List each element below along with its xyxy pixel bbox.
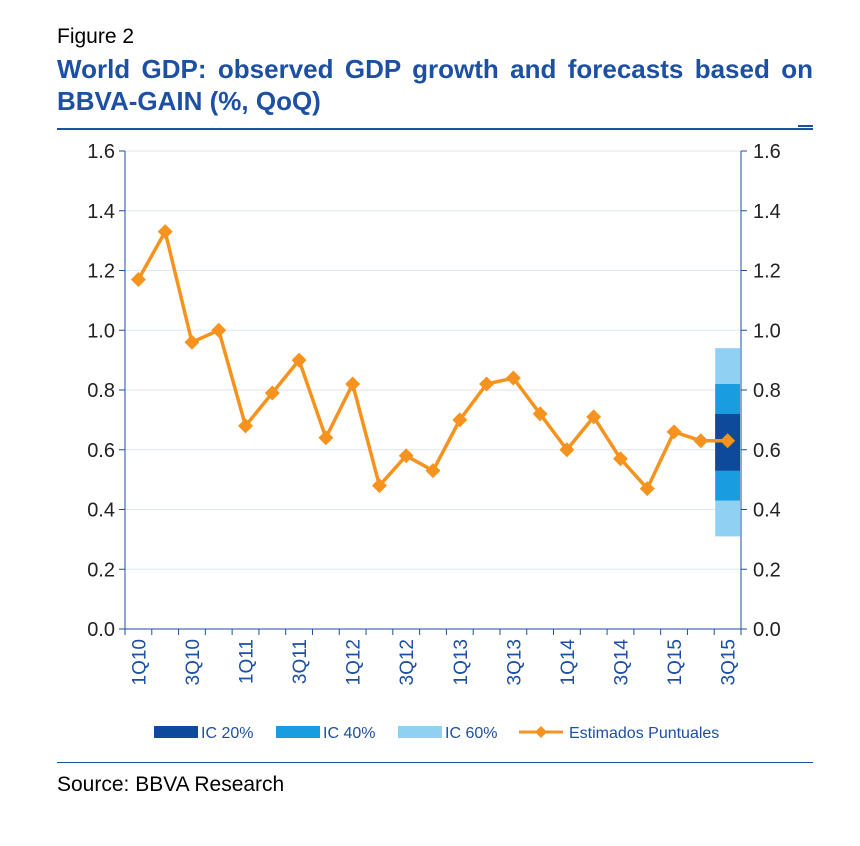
x-tick-label: 3Q14 <box>611 639 632 686</box>
data-point <box>452 412 468 428</box>
y-tick-label-left: 1.2 <box>87 261 115 283</box>
series-estimados <box>130 224 736 497</box>
data-point <box>586 409 602 425</box>
legend-item: IC 20% <box>154 725 253 742</box>
x-tick-label: 3Q10 <box>183 639 204 685</box>
legend-label: IC 20% <box>201 725 253 742</box>
data-point <box>318 430 334 446</box>
y-tick-label-left: 1.4 <box>87 201 115 223</box>
legend-swatch <box>276 726 320 738</box>
data-point <box>211 322 227 338</box>
x-tick-label: 1Q14 <box>558 639 579 686</box>
y-tick-label-right: 0.0 <box>753 619 781 641</box>
y-tick-label-right: 0.6 <box>753 440 781 462</box>
y-tick-label-left: 0.0 <box>87 619 115 641</box>
legend-label: IC 40% <box>323 725 375 742</box>
y-tick-label-left: 0.6 <box>87 440 115 462</box>
data-point <box>130 271 146 287</box>
legend-label: IC 60% <box>445 725 497 742</box>
legend-item: IC 40% <box>276 725 375 742</box>
legend: IC 20% IC 40% IC 60% Estimados Puntuales <box>154 725 719 742</box>
data-point <box>398 448 414 464</box>
x-tick-label: 1Q12 <box>344 639 365 685</box>
data-point <box>639 481 655 497</box>
data-point <box>693 433 709 449</box>
source-rule <box>57 762 813 763</box>
y-tick-label-right: 0.8 <box>753 380 781 402</box>
data-point <box>157 224 173 240</box>
y-tick-label-left: 1.6 <box>87 141 115 163</box>
data-point <box>505 370 521 386</box>
data-point <box>720 433 736 449</box>
y-tick-label-right: 1.2 <box>753 261 781 283</box>
title-rule <box>57 125 813 130</box>
x-tick-label: 1Q10 <box>129 639 150 685</box>
legend-swatch-marker <box>535 726 547 738</box>
y-tick-label-right: 0.4 <box>753 500 781 522</box>
data-point <box>425 463 441 479</box>
y-tick-label-left: 0.2 <box>87 559 115 581</box>
x-tick-label: 3Q11 <box>290 639 311 684</box>
axis-labels: 0.0 0.0 0.2 0.2 0.4 0.4 0.6 0.6 0.8 0.8 1.0 1.0 1.2 1… <box>87 141 781 685</box>
y-tick-label-left: 0.8 <box>87 380 115 402</box>
data-point <box>479 376 495 392</box>
source-note: Source: BBVA Research <box>57 773 285 796</box>
legend-swatch <box>154 726 198 738</box>
grid-lines <box>125 150 741 570</box>
data-point <box>666 424 682 440</box>
data-point <box>345 376 361 392</box>
y-tick-label-right: 1.6 <box>753 141 781 163</box>
data-point <box>371 478 387 494</box>
y-tick-label-left: 0.4 <box>87 500 115 522</box>
y-tick-label-right: 1.4 <box>753 201 781 223</box>
legend-item: Estimados Puntuales <box>519 725 719 742</box>
data-point <box>238 418 254 434</box>
x-tick-label: 1Q11 <box>237 639 258 684</box>
y-tick-label-right: 0.2 <box>753 559 781 581</box>
y-tick-label-left: 1.0 <box>87 320 115 342</box>
axes <box>119 150 747 635</box>
figure-label: Figure 2 <box>57 25 135 48</box>
x-tick-label: 3Q13 <box>504 639 525 685</box>
legend-label: Estimados Puntuales <box>569 725 719 742</box>
data-point <box>532 406 548 422</box>
data-point <box>612 451 628 467</box>
legend-swatch <box>398 726 442 738</box>
x-tick-label: 3Q12 <box>397 639 418 685</box>
figure-title: World GDP: observed GDP growth and forec… <box>57 54 813 116</box>
chart: 0.0 0.0 0.2 0.2 0.4 0.4 0.6 0.6 0.8 0.8 1.0 1.0 1.2 1… <box>87 141 781 742</box>
x-tick-label: 3Q15 <box>719 639 740 685</box>
x-tick-label: 1Q13 <box>451 639 472 685</box>
data-point <box>291 352 307 368</box>
legend-item: IC 60% <box>398 725 497 742</box>
data-point <box>264 385 280 401</box>
data-point <box>184 334 200 350</box>
x-tick-label: 1Q15 <box>665 639 686 685</box>
y-tick-label-right: 1.0 <box>753 320 781 342</box>
data-point <box>559 442 575 458</box>
